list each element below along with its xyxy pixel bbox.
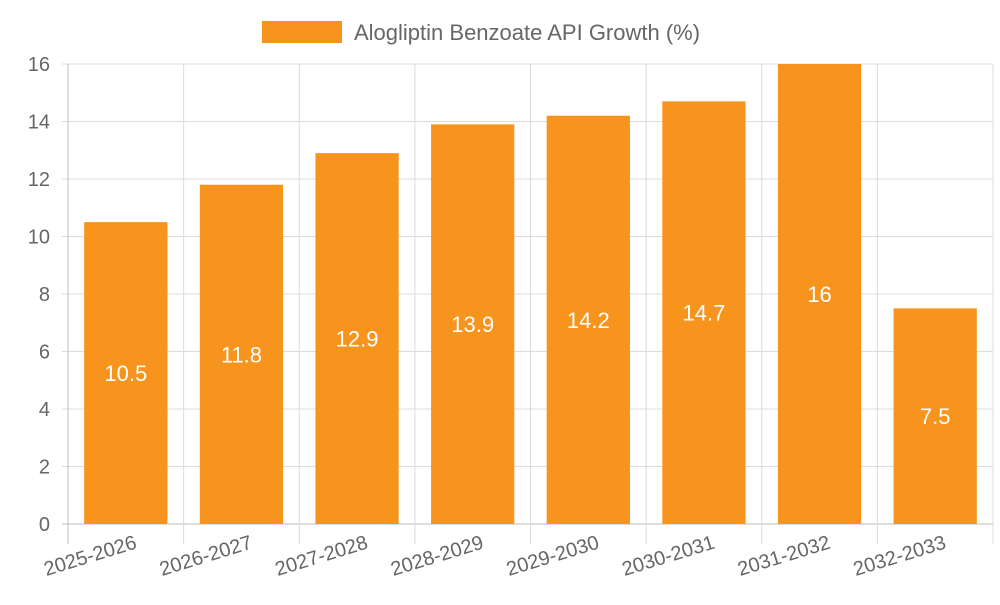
bar[interactable] xyxy=(546,115,630,524)
bar[interactable] xyxy=(777,64,862,524)
bar[interactable] xyxy=(84,222,168,524)
legend-swatch xyxy=(262,21,342,43)
x-axis: 2025-2026 2026-2027 2027-2028 2028-2029 2029… xyxy=(41,532,948,581)
y-tick-label: 4 xyxy=(39,399,50,421)
y-tick-label: 10 xyxy=(28,227,50,249)
bars xyxy=(84,64,977,524)
bar[interactable] xyxy=(662,101,746,524)
x-tick-label: 2028-2029 xyxy=(388,532,486,581)
x-tick-label: 2027-2028 xyxy=(273,532,371,581)
bar-value-label: 10.5 xyxy=(104,361,147,386)
y-tick-label: 14 xyxy=(28,112,50,134)
bar[interactable] xyxy=(315,153,399,524)
y-tick-label: 0 xyxy=(39,514,50,536)
bar[interactable] xyxy=(431,124,515,524)
legend-label: Alogliptin Benzoate API Growth (%) xyxy=(354,20,700,45)
chart-legend[interactable]: Alogliptin Benzoate API Growth (%) xyxy=(262,20,700,45)
x-tick-label: 2031-2032 xyxy=(735,532,833,581)
y-tick-label: 6 xyxy=(39,342,50,364)
x-tick-label: 2025-2026 xyxy=(41,532,139,581)
bar-value-label: 11.8 xyxy=(221,342,262,367)
bar-value-label: 12.9 xyxy=(336,327,379,352)
bar-value-label: 16 xyxy=(807,282,831,307)
x-tick-label: 2030-2031 xyxy=(619,532,717,581)
y-tick-label: 12 xyxy=(28,169,50,191)
y-tick-label: 2 xyxy=(39,457,50,479)
x-tick-label: 2026-2027 xyxy=(157,532,255,581)
bar[interactable] xyxy=(199,184,284,524)
bar[interactable] xyxy=(893,308,977,524)
bar-value-label: 13.9 xyxy=(451,312,494,337)
bar-value-label: 14.7 xyxy=(683,301,726,326)
x-tick-label: 2032-2033 xyxy=(851,532,949,581)
x-tick-label: 2029-2030 xyxy=(504,532,602,581)
bar-value-label: 7.5 xyxy=(920,404,951,429)
y-tick-label: 16 xyxy=(28,54,50,76)
y-tick-label: 8 xyxy=(39,284,50,306)
bar-value-label: 14.2 xyxy=(567,308,610,333)
y-axis: 0 2 4 6 8 10 12 14 16 xyxy=(28,54,50,536)
bar-value-labels: 10.5 11.8 12.9 13.9 14.2 14.7 16 7.5 xyxy=(104,282,950,429)
